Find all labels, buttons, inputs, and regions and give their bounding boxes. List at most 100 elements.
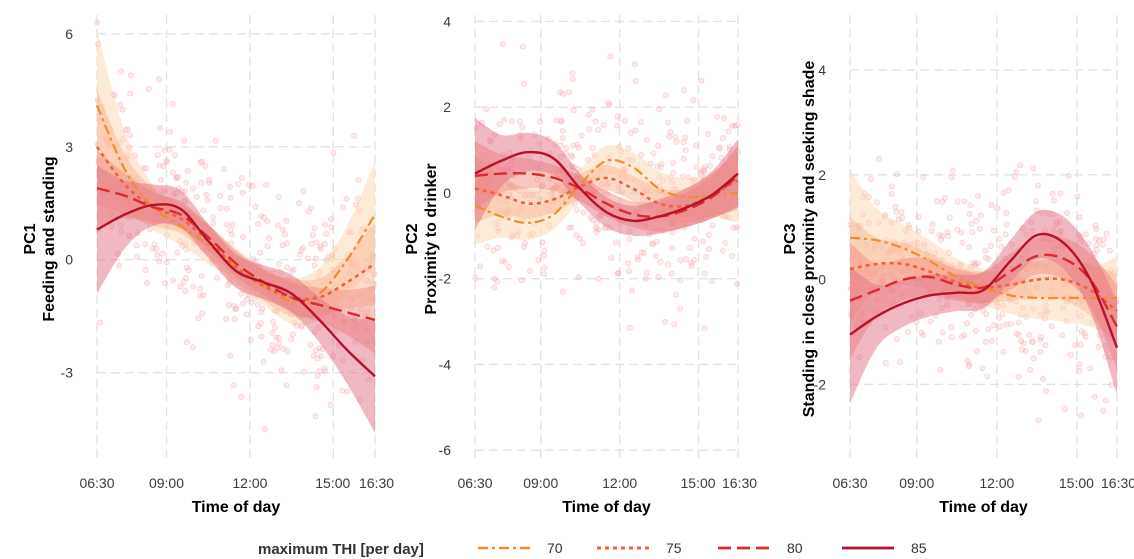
- fit-line-thi-85: [849, 232, 1119, 349]
- observation-point: [321, 365, 328, 372]
- observation-point: [307, 341, 314, 348]
- observation-point: [927, 318, 934, 325]
- observation-point: [223, 205, 230, 212]
- observation-point: [580, 240, 587, 247]
- observation-point: [1082, 333, 1089, 340]
- observation-point: [238, 175, 245, 182]
- observation-point: [284, 348, 291, 355]
- observation-point: [709, 222, 716, 229]
- observation-point: [982, 247, 989, 254]
- observation-point: [290, 266, 297, 273]
- observation-point: [288, 268, 295, 275]
- observation-point: [939, 329, 946, 336]
- observation-point: [169, 169, 176, 176]
- observation-point: [730, 224, 737, 231]
- observation-point: [1100, 236, 1107, 243]
- observation-point: [156, 162, 163, 169]
- observation-point: [669, 245, 676, 252]
- observation-point: [223, 315, 230, 322]
- observation-point: [929, 221, 936, 228]
- observation-point: [574, 141, 581, 148]
- observation-point: [677, 257, 684, 264]
- observation-point: [946, 214, 953, 221]
- observation-point: [726, 143, 733, 150]
- observation-point: [934, 198, 941, 205]
- observation-point: [1074, 193, 1081, 200]
- x-tick-label: 09:00: [523, 475, 558, 491]
- observation-point: [166, 146, 173, 153]
- observation-point: [228, 231, 235, 238]
- observation-point: [133, 242, 140, 249]
- observation-point: [116, 262, 123, 269]
- observation-point: [305, 208, 312, 215]
- observation-point: [274, 222, 281, 229]
- legend-label-75: 75: [666, 540, 682, 556]
- observation-point: [183, 264, 190, 271]
- fit-line-thi-80: [849, 253, 1119, 328]
- observation-point: [1043, 387, 1050, 394]
- observation-point: [312, 413, 319, 420]
- observation-point: [731, 122, 738, 129]
- y-tick-label: 2: [818, 167, 826, 183]
- observation-point: [173, 174, 180, 181]
- observation-point: [1029, 338, 1036, 345]
- observation-point: [1048, 323, 1055, 330]
- observation-point: [283, 240, 290, 247]
- observation-point: [238, 393, 245, 400]
- observation-point: [117, 101, 124, 108]
- observation-point: [721, 115, 728, 122]
- observation-point: [190, 283, 197, 290]
- y-axis-title: PC3: [782, 223, 799, 254]
- observation-point: [701, 163, 708, 170]
- observation-point: [629, 287, 636, 294]
- observation-point: [684, 117, 691, 124]
- observation-point: [273, 334, 280, 341]
- x-tick-label: 15:00: [315, 475, 350, 491]
- x-axis-title: Time of day: [192, 499, 281, 516]
- observation-point: [243, 296, 250, 303]
- observation-point: [693, 164, 700, 171]
- observation-point: [607, 53, 614, 60]
- observation-point: [171, 152, 178, 159]
- observation-point: [605, 99, 612, 106]
- observation-point: [673, 138, 680, 145]
- observation-point: [159, 250, 166, 257]
- y-tick-label: 3: [65, 139, 73, 155]
- observation-point: [1008, 320, 1015, 327]
- observation-point: [1037, 348, 1044, 355]
- observation-point: [627, 129, 634, 136]
- observation-point: [965, 244, 972, 251]
- observation-point: [987, 243, 994, 250]
- observation-point: [212, 137, 219, 144]
- x-tick-label: 06:30: [79, 475, 114, 491]
- observation-point: [918, 329, 925, 336]
- observation-point: [255, 322, 262, 329]
- observation-point: [225, 302, 232, 309]
- observation-point: [1003, 209, 1010, 216]
- observation-point: [729, 252, 736, 259]
- observation-point: [964, 357, 971, 364]
- panel-pc3: 06:30 09:00 12:00 15:00 16:30 -2 0 2 4 Time of da…: [782, 15, 1134, 516]
- observation-point: [671, 321, 678, 328]
- observation-point: [587, 214, 594, 221]
- observation-point: [1000, 189, 1007, 196]
- observation-point: [351, 132, 358, 139]
- observation-point: [1094, 246, 1101, 253]
- observation-point: [312, 347, 319, 354]
- observation-point: [595, 226, 602, 233]
- observation-point: [939, 233, 946, 240]
- observation-point: [1018, 337, 1025, 344]
- x-tick-label: 16:30: [1101, 475, 1134, 491]
- observation-point: [1002, 231, 1009, 238]
- legend: maximum THI [per day] 70 75 80 85: [258, 540, 927, 558]
- observation-point: [198, 272, 205, 279]
- observation-point: [882, 359, 889, 366]
- observation-point: [1078, 328, 1085, 335]
- x-tick-label: 12:00: [232, 475, 267, 491]
- y-axis-title: PC1: [22, 223, 39, 254]
- observation-point: [501, 258, 508, 265]
- observation-point: [585, 111, 592, 118]
- observation-point: [541, 264, 548, 271]
- observation-point: [687, 244, 694, 251]
- observation-point: [185, 267, 192, 274]
